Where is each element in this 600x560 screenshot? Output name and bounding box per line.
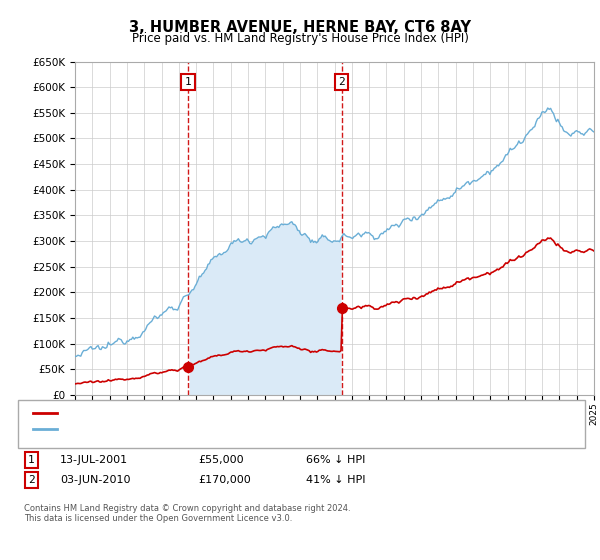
Text: 03-JUN-2010: 03-JUN-2010 <box>60 475 131 485</box>
Text: 1: 1 <box>28 455 35 465</box>
Text: 3, HUMBER AVENUE, HERNE BAY, CT6 8AY: 3, HUMBER AVENUE, HERNE BAY, CT6 8AY <box>129 20 471 35</box>
Text: 2: 2 <box>338 77 345 87</box>
Text: 13-JUL-2001: 13-JUL-2001 <box>60 455 128 465</box>
Text: HPI: Average price, detached house, Canterbury: HPI: Average price, detached house, Cant… <box>60 424 312 434</box>
Text: 3, HUMBER AVENUE, HERNE BAY, CT6 8AY (detached house): 3, HUMBER AVENUE, HERNE BAY, CT6 8AY (de… <box>60 408 373 418</box>
Text: £170,000: £170,000 <box>198 475 251 485</box>
Text: 66% ↓ HPI: 66% ↓ HPI <box>306 455 365 465</box>
Text: Price paid vs. HM Land Registry's House Price Index (HPI): Price paid vs. HM Land Registry's House … <box>131 32 469 45</box>
Text: 41% ↓ HPI: 41% ↓ HPI <box>306 475 365 485</box>
Text: 2: 2 <box>28 475 35 485</box>
Text: Contains HM Land Registry data © Crown copyright and database right 2024.
This d: Contains HM Land Registry data © Crown c… <box>24 504 350 524</box>
Text: £55,000: £55,000 <box>198 455 244 465</box>
Text: 1: 1 <box>185 77 191 87</box>
